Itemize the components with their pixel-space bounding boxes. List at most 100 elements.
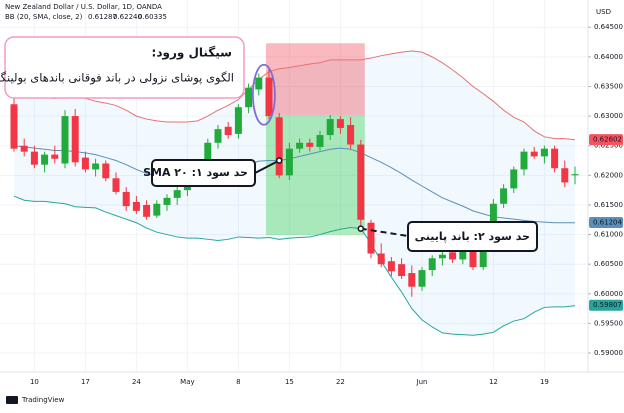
candle-body (398, 264, 406, 277)
symbol-header: New Zealand Dollar / U.S. Dollar, 1D, OA… (5, 3, 162, 11)
candle-body (61, 116, 69, 164)
candle-body (224, 126, 232, 136)
candle-body (51, 154, 59, 159)
tp1-connector (254, 159, 280, 174)
candle-body (408, 273, 416, 287)
candle-body (469, 247, 477, 268)
signal-text: الگوی پوشای نزولی در باند فوقانی باندهای… (0, 71, 234, 86)
x-tick-label: 12 (489, 378, 498, 386)
candle-body (285, 148, 293, 176)
tp2-label: حد سود ۲: باند پایینی (415, 230, 530, 243)
stop-zone (266, 43, 365, 115)
candle-body (20, 145, 28, 152)
y-tick-label: 0.63000 (594, 112, 623, 120)
candle-body (520, 151, 528, 170)
y-tick-label: 0.59500 (594, 319, 623, 327)
candle-body (530, 151, 538, 157)
candle-body (418, 270, 426, 287)
candle-body (245, 87, 253, 108)
x-tick-label: 17 (81, 378, 90, 386)
price-tag-label: 0.61204 (593, 218, 622, 226)
tp2-box (407, 221, 538, 252)
x-tick-label: 19 (540, 378, 549, 386)
x-tick-label: Jun (416, 378, 428, 386)
band-upper (13, 50, 576, 141)
logo-icon (6, 396, 18, 404)
y-tick-label: 0.62000 (594, 171, 623, 179)
candle-body (428, 258, 436, 271)
tp2-dot (357, 225, 365, 232)
y-tick-label: 0.61000 (594, 231, 623, 239)
candle-body (500, 188, 508, 204)
x-tick-label: 22 (336, 378, 345, 386)
candle-body (122, 191, 130, 207)
candle-body (81, 157, 89, 170)
x-tick-label: 15 (285, 378, 294, 386)
price-tag-label: 0.62602 (593, 136, 622, 144)
x-tick-label: 10 (30, 378, 39, 386)
candle-body (173, 190, 181, 198)
candle-body (387, 261, 395, 272)
candle-body (132, 201, 140, 211)
price-tag-label: 0.59807 (593, 301, 622, 309)
price-tag (589, 134, 623, 146)
tp2-connector (360, 227, 409, 237)
candle-body (551, 148, 559, 169)
candle-body (234, 107, 242, 134)
candle-body (479, 239, 487, 268)
candle-body (357, 144, 365, 220)
candle-body (41, 154, 49, 165)
y-tick-label: 0.60500 (594, 260, 623, 268)
candle-body (326, 119, 334, 136)
y-tick-label: 0.64000 (594, 53, 623, 61)
indicator-label: BB (20, SMA, close, 2) (5, 13, 83, 21)
callouts: حد سود ۱: SMA ۲۰ حد سود ۲: باند پایینی (143, 157, 538, 252)
signal-box: سیگنال ورود: الگوی پوشای نزولی در باند ف… (0, 36, 245, 99)
candle-body (255, 77, 263, 90)
candle-body (449, 252, 457, 260)
candle-body (214, 129, 222, 143)
band-lower (13, 195, 576, 336)
candle-body (377, 253, 385, 265)
candle-body (459, 249, 467, 260)
y-tick-label: 0.60000 (594, 290, 623, 298)
candle-body (510, 169, 518, 189)
candle-body (92, 163, 100, 170)
candle-body (571, 174, 579, 176)
candle-body (30, 151, 38, 165)
x-tick-label: May (180, 378, 194, 386)
x-tick-label: 24 (132, 378, 141, 386)
candle-body (336, 119, 344, 128)
candle-body (306, 142, 314, 147)
band-middle (13, 145, 575, 224)
x-tick-label: 8 (236, 378, 240, 386)
candle-body (71, 116, 79, 163)
y-tick-label: 0.59000 (594, 349, 623, 357)
y-tick-label: 0.62500 (594, 142, 623, 150)
price-tag (589, 216, 623, 228)
candle-body (347, 124, 355, 145)
tp1-dot (275, 157, 283, 164)
indicator-value: 0.61287 (88, 13, 117, 21)
candle-body (112, 178, 120, 192)
brand-logo: TradingView (6, 396, 65, 404)
tp1-label: حد سود ۱: SMA ۲۰ (143, 166, 248, 179)
plot (10, 43, 579, 336)
indicator-value: 0.62240 (113, 13, 142, 21)
candle-body (275, 117, 283, 176)
candle-body (163, 197, 171, 205)
candle-body (540, 148, 548, 157)
y-tick-label: 0.64500 (594, 23, 623, 31)
price-tag (589, 299, 623, 311)
signal-title: سیگنال ورود: (152, 46, 232, 61)
candle-body (153, 203, 161, 216)
candle-body (316, 135, 324, 147)
candle-body (561, 168, 569, 183)
candle-body (438, 254, 446, 259)
pattern-highlight (251, 63, 276, 126)
currency: USD (596, 8, 611, 16)
y-tick-label: 0.61500 (594, 201, 623, 209)
signal-frame (4, 36, 245, 99)
indicator-value: 0.60335 (138, 13, 167, 21)
